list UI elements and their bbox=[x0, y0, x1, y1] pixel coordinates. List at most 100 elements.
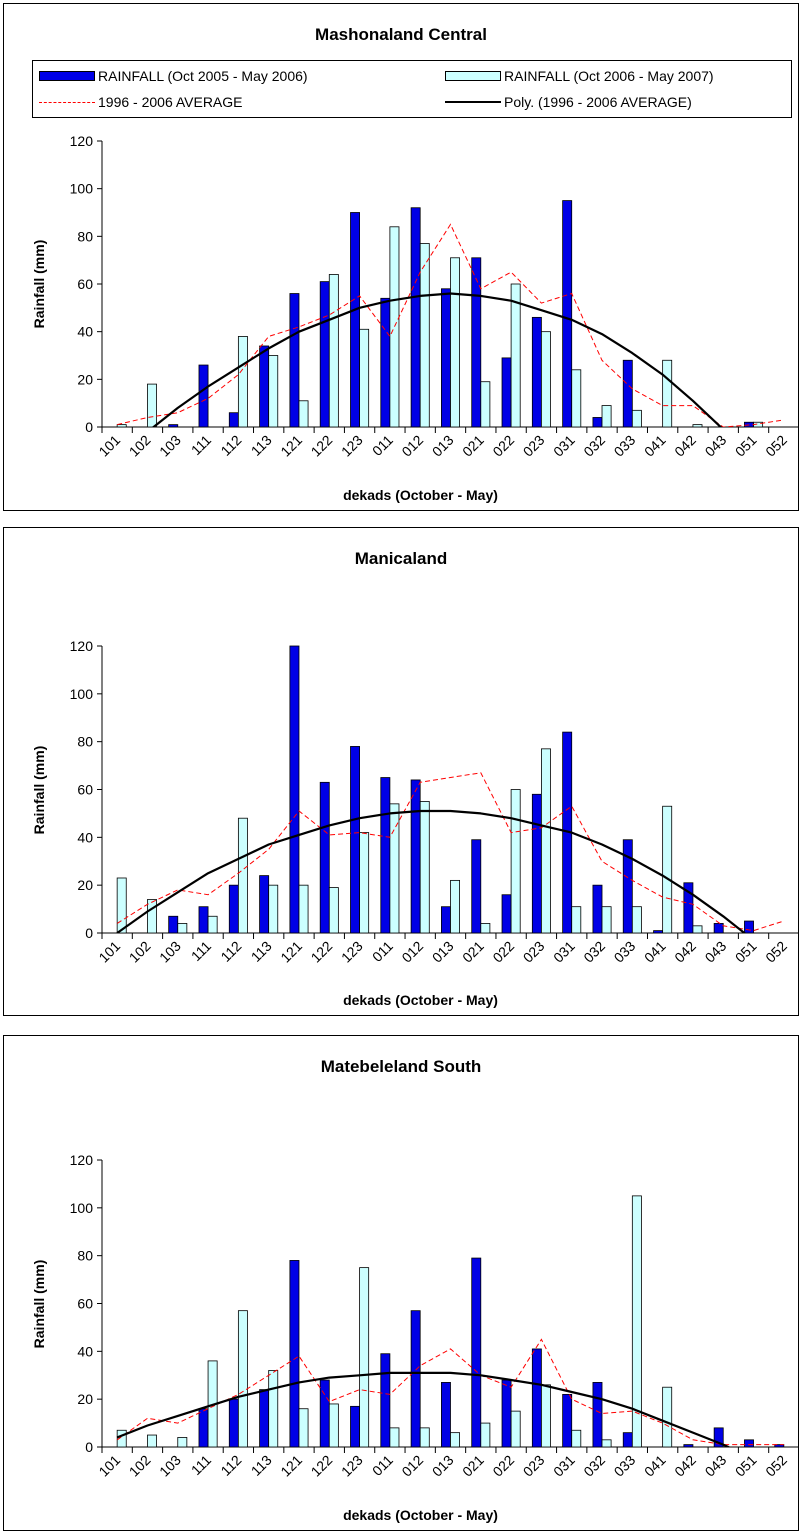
bar-rainfall-2006-2007 bbox=[601, 405, 612, 428]
bar-rainfall-2006-2007 bbox=[237, 336, 248, 428]
x-tick-label: 042 bbox=[671, 938, 699, 966]
legend-label: 1996 - 2006 AVERAGE bbox=[98, 94, 243, 110]
x-tick-label: 041 bbox=[641, 432, 669, 460]
bar-rainfall-2005-2006 bbox=[622, 359, 633, 428]
x-tick-label: 043 bbox=[702, 1452, 730, 1480]
y-tick-label: 60 bbox=[77, 782, 93, 798]
bar-rainfall-2006-2007 bbox=[541, 331, 551, 428]
x-tick-label: 102 bbox=[126, 1452, 154, 1480]
average-dashed-line bbox=[116, 772, 784, 932]
x-tick-label: 102 bbox=[126, 938, 154, 966]
bar-rainfall-2005-2006 bbox=[683, 1444, 694, 1448]
y-tick-label: 20 bbox=[77, 371, 93, 387]
bar-rainfall-2006-2007 bbox=[480, 381, 491, 428]
legend-label: RAINFALL (Oct 2005 - May 2006) bbox=[98, 68, 308, 84]
bar-rainfall-2006-2007 bbox=[662, 359, 673, 428]
x-tick-label: 112 bbox=[217, 432, 244, 459]
bar-rainfall-2005-2006 bbox=[198, 906, 209, 934]
x-tick-label: 042 bbox=[671, 1452, 699, 1480]
bar-rainfall-2006-2007 bbox=[631, 1195, 642, 1448]
x-axis-title: dekads (October - May) bbox=[343, 992, 498, 1008]
x-tick-label: 103 bbox=[156, 938, 184, 966]
x-tick-label: 031 bbox=[550, 1452, 578, 1480]
bar-rainfall-2006-2007 bbox=[237, 817, 248, 934]
bar-rainfall-2006-2007 bbox=[541, 1384, 551, 1448]
chart-svg: 0 20 40 60 80 100 120 101 102 103 111 112 113 121 122 1… bbox=[31, 638, 798, 1008]
bar-rainfall-2005-2006 bbox=[198, 364, 209, 428]
x-tick-label: 041 bbox=[641, 938, 669, 966]
bar-rainfall-2006-2007 bbox=[692, 424, 703, 428]
x-tick-label: 052 bbox=[762, 1452, 790, 1480]
bar-rainfall-2005-2006 bbox=[713, 1427, 724, 1448]
y-tick-label: 80 bbox=[77, 734, 93, 750]
x-tick-label: 113 bbox=[248, 1452, 275, 1479]
x-tick-label: 042 bbox=[671, 432, 699, 460]
y-tick-label: 20 bbox=[77, 1391, 93, 1407]
y-tick-label: 80 bbox=[77, 1248, 93, 1264]
x-tick-label: 121 bbox=[277, 1452, 305, 1480]
legend-swatch-blue-bar bbox=[39, 71, 95, 81]
x-tick-label: 021 bbox=[459, 1452, 487, 1480]
bar-rainfall-2006-2007 bbox=[359, 832, 370, 934]
bar-rainfall-2006-2007 bbox=[268, 1370, 279, 1448]
x-tick-label: 111 bbox=[188, 1452, 215, 1479]
x-tick-label: 031 bbox=[550, 432, 578, 460]
bar-rainfall-2006-2007 bbox=[147, 899, 157, 934]
x-tick-label: 043 bbox=[702, 938, 730, 966]
y-tick-label: 0 bbox=[85, 925, 93, 941]
bar-rainfall-2006-2007 bbox=[359, 1267, 370, 1448]
poly-trend-line bbox=[116, 809, 747, 933]
bar-rainfall-2006-2007 bbox=[601, 1439, 612, 1448]
legend-label: Poly. (1996 - 2006 AVERAGE) bbox=[504, 94, 692, 110]
x-tick-label: 011 bbox=[369, 432, 396, 459]
bar-rainfall-2006-2007 bbox=[450, 879, 460, 934]
x-tick-label: 101 bbox=[95, 938, 123, 966]
bar-rainfall-2005-2006 bbox=[410, 779, 421, 934]
bar-rainfall-2005-2006 bbox=[289, 1260, 300, 1448]
bar-rainfall-2006-2007 bbox=[450, 1432, 460, 1448]
bar-rainfall-2005-2006 bbox=[380, 777, 391, 934]
bar-rainfall-2005-2006 bbox=[441, 906, 451, 934]
chart-title: Manicaland bbox=[354, 549, 448, 568]
bar-rainfall-2005-2006 bbox=[774, 1444, 785, 1448]
bar-rainfall-2006-2007 bbox=[328, 1403, 339, 1448]
x-tick-label: 012 bbox=[398, 938, 426, 966]
x-tick-label: 013 bbox=[429, 432, 457, 460]
legend-item-rainfall-2006-2007: RAINFALL (Oct 2006 - May 2007) bbox=[445, 68, 714, 84]
chart-title: Mashonaland Central bbox=[315, 25, 487, 44]
bar-rainfall-2005-2006 bbox=[592, 1382, 603, 1448]
legend-label: RAINFALL (Oct 2006 - May 2007) bbox=[504, 68, 714, 84]
y-tick-label: 100 bbox=[70, 181, 94, 197]
bar-rainfall-2005-2006 bbox=[471, 839, 482, 934]
x-tick-label: 023 bbox=[520, 1452, 548, 1480]
bar-rainfall-2005-2006 bbox=[319, 281, 330, 428]
x-tick-label: 103 bbox=[156, 1452, 184, 1480]
x-tick-label: 011 bbox=[369, 938, 396, 965]
bar-rainfall-2005-2006 bbox=[562, 1393, 573, 1448]
bar-rainfall-2005-2006 bbox=[259, 875, 270, 934]
x-tick-label: 011 bbox=[369, 1452, 396, 1479]
bar-rainfall-2006-2007 bbox=[298, 1408, 309, 1448]
bar-rainfall-2006-2007 bbox=[419, 801, 430, 934]
y-tick-label: 100 bbox=[70, 1200, 94, 1216]
bar-rainfall-2005-2006 bbox=[622, 839, 633, 934]
bar-rainfall-2006-2007 bbox=[631, 409, 642, 428]
x-tick-label: 013 bbox=[429, 938, 457, 966]
legend-swatch-black-line bbox=[445, 101, 501, 103]
legend-item-rainfall-2005-2006: RAINFALL (Oct 2005 - May 2006) bbox=[39, 68, 308, 84]
bar-rainfall-2006-2007 bbox=[268, 355, 279, 428]
y-tick-label: 40 bbox=[77, 1343, 93, 1359]
bar-rainfall-2005-2006 bbox=[744, 920, 754, 934]
bar-rainfall-2005-2006 bbox=[562, 200, 573, 428]
x-tick-label: 012 bbox=[398, 1452, 426, 1480]
bar-rainfall-2006-2007 bbox=[692, 925, 703, 934]
bar-rainfall-2005-2006 bbox=[319, 1379, 330, 1448]
x-tick-label: 111 bbox=[188, 432, 215, 459]
bar-rainfall-2005-2006 bbox=[441, 288, 451, 428]
bar-rainfall-2005-2006 bbox=[350, 746, 360, 934]
x-tick-label: 123 bbox=[338, 1452, 366, 1480]
x-tick-label: 112 bbox=[217, 938, 244, 965]
x-axis-title: dekads (October - May) bbox=[343, 487, 498, 503]
bar-rainfall-2006-2007 bbox=[116, 877, 127, 934]
bar-rainfall-2006-2007 bbox=[147, 1434, 157, 1448]
